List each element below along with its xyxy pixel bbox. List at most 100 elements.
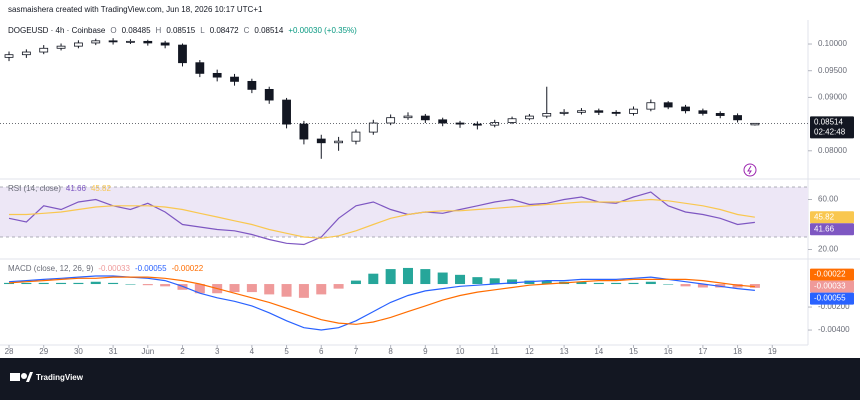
x-tick-label: 29: [39, 347, 48, 356]
histogram-bar: [663, 284, 674, 285]
histogram-bar: [576, 281, 587, 285]
histogram-bar: [350, 280, 361, 285]
x-tick-label: 17: [698, 347, 707, 356]
alert-icon[interactable]: [743, 163, 757, 177]
candle-body: [681, 106, 690, 112]
ohlc-value: 0.08515: [166, 26, 195, 35]
candle-body: [577, 110, 586, 113]
histogram-bar: [21, 282, 32, 285]
histogram-bar: [368, 273, 379, 285]
footer: [0, 358, 860, 400]
histogram-bar: [160, 284, 171, 287]
histogram-bar: [645, 281, 656, 285]
candle-body: [594, 110, 604, 113]
ohlc-key: C: [244, 26, 250, 35]
histogram-bar: [749, 284, 760, 288]
symbol: DOGEUSD · 4h · Coinbase: [8, 26, 106, 35]
x-tick-label: 31: [109, 347, 118, 356]
ohlc-key: H: [156, 26, 162, 35]
countdown: 02:42:48: [814, 127, 846, 136]
candle-body: [212, 72, 222, 78]
candle-body: [126, 40, 135, 43]
change: +0.00030 (+0.35%): [288, 26, 357, 35]
candle-body: [525, 115, 534, 120]
histogram-bar: [108, 282, 119, 285]
x-tick-label: 16: [664, 347, 673, 356]
histogram-bar: [385, 269, 396, 285]
histogram-bar: [680, 284, 691, 287]
price-tag-label: 45.82: [814, 212, 835, 221]
candle-body: [472, 123, 482, 126]
candle-body: [750, 122, 760, 126]
logo-mark: [26, 372, 33, 382]
x-tick-label: 13: [560, 347, 569, 356]
x-tick-label: 3: [215, 347, 220, 356]
candle-body: [56, 45, 66, 49]
histogram-bar: [38, 282, 49, 285]
y-tick-label: 0.08000: [818, 146, 847, 155]
legend-value: -0.00022: [172, 264, 204, 273]
x-tick-label: 7: [354, 347, 359, 356]
ohlc-value: 0.08485: [122, 26, 151, 35]
candle-body: [39, 47, 49, 53]
rsi-band: [0, 187, 808, 237]
ohlc-key: O: [110, 26, 116, 35]
histogram-bar: [697, 284, 708, 288]
alert-bolt: [747, 165, 752, 175]
rsi-line: [8, 191, 755, 246]
legend-value: 41.66: [66, 184, 87, 193]
x-tick-label: 19: [768, 347, 777, 356]
candle-body: [178, 44, 187, 64]
candle-body: [663, 102, 673, 108]
logo-mark: [10, 373, 20, 381]
histogram-bar: [73, 282, 84, 285]
price-tag: [810, 211, 854, 224]
y-tick-label: -0.00200: [818, 302, 850, 311]
x-tick-label: 9: [423, 347, 428, 356]
histogram-bar: [472, 277, 483, 285]
price-tag: [810, 268, 854, 281]
legend-value: 45.82: [91, 184, 112, 193]
ohlc-value: 0.08514: [254, 26, 283, 35]
candle-body: [264, 88, 274, 101]
candle-body: [299, 123, 309, 140]
legend-value: -0.00033: [98, 264, 130, 273]
candle-body: [195, 62, 205, 74]
x-tick-label: 12: [525, 347, 534, 356]
candle-body: [316, 138, 326, 144]
candle-body: [282, 99, 291, 125]
histogram-bar: [90, 281, 101, 285]
y-tick-label: 0.10000: [818, 39, 847, 48]
histogram-bar: [437, 272, 448, 285]
price-tag-label: -0.00055: [814, 294, 846, 303]
histogram-bar: [507, 279, 518, 285]
candle-body: [368, 122, 378, 133]
candle-body: [247, 80, 257, 90]
price-tag-label: 41.66: [814, 224, 835, 233]
histogram-bar: [611, 282, 622, 285]
price-tag: [810, 292, 854, 305]
candle-body: [74, 42, 83, 47]
y-tick-label: -0.00400: [818, 325, 850, 334]
x-tick-label: 4: [250, 347, 255, 356]
price-tag-label: -0.00022: [814, 270, 846, 279]
histogram-bar: [402, 267, 413, 285]
y-tick-label: 20.00: [818, 245, 839, 254]
candle-body: [438, 119, 448, 124]
pane-title: RSI (14, close): [8, 184, 61, 193]
candle-body: [4, 54, 14, 58]
histogram-bar: [142, 284, 153, 286]
price-tag-label: -0.00033: [814, 282, 846, 291]
candle-body: [611, 111, 621, 114]
candle-body: [559, 111, 569, 114]
x-tick-label: 14: [594, 347, 603, 356]
rsi-line: [9, 198, 755, 239]
x-tick-label: 18: [733, 347, 742, 356]
candle-body: [733, 115, 742, 121]
x-tick-label: 30: [74, 347, 83, 356]
x-tick-label: 5: [284, 347, 289, 356]
histogram-bar: [246, 284, 257, 293]
candle-body: [108, 40, 118, 43]
price-tag-label: 0.08514: [814, 117, 843, 126]
candle-body: [542, 113, 552, 117]
